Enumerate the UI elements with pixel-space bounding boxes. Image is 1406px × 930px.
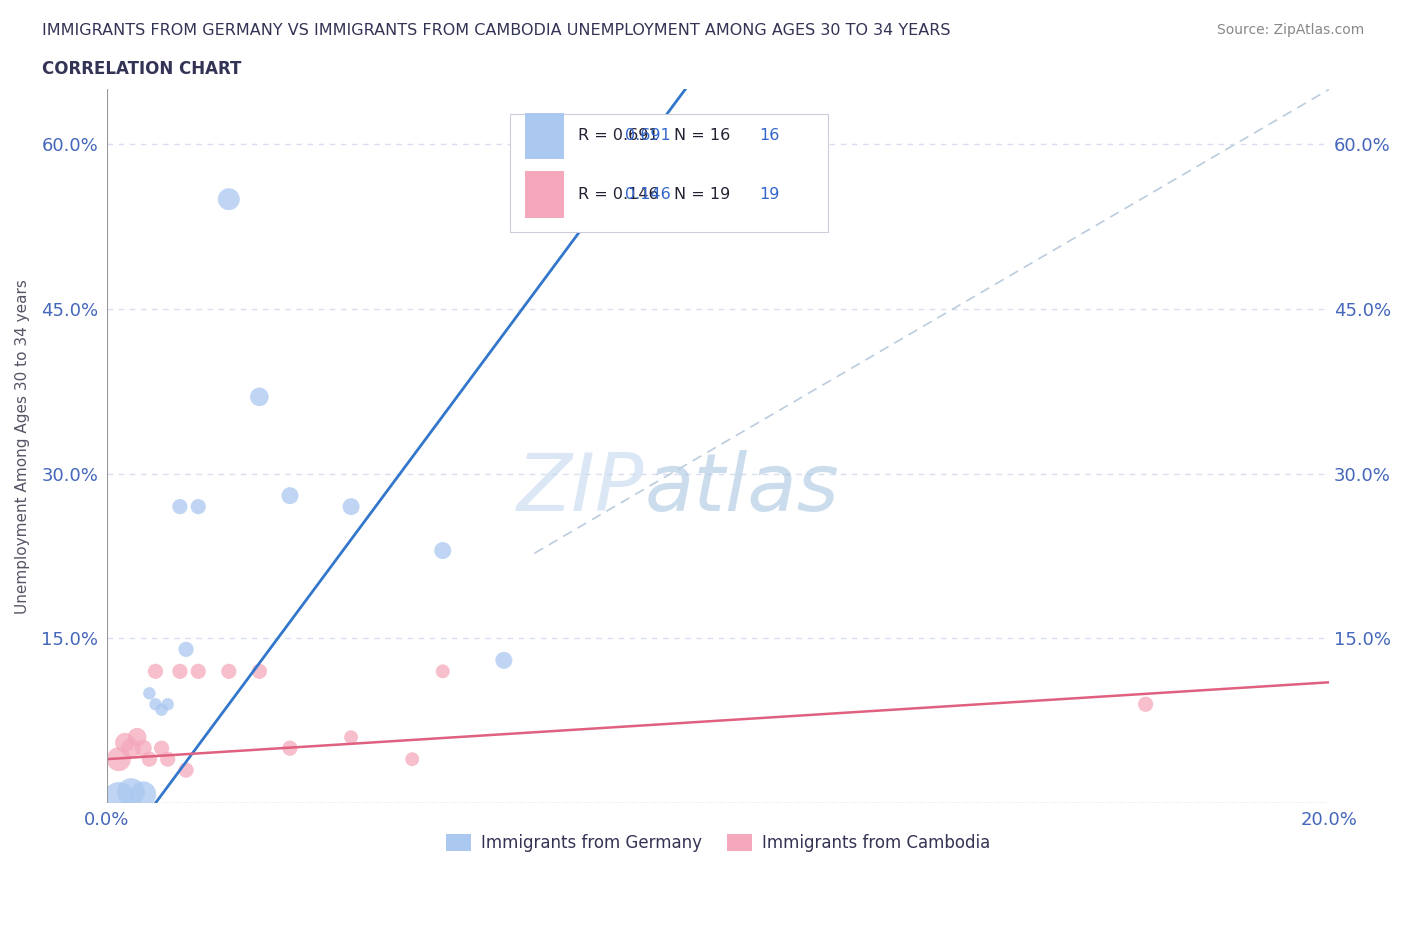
Text: atlas: atlas: [644, 450, 839, 528]
Point: [107, 790, 129, 805]
Point: [156, 697, 179, 711]
FancyBboxPatch shape: [510, 114, 828, 232]
Point: [340, 730, 363, 745]
Point: [174, 763, 197, 777]
Point: [174, 642, 197, 657]
Text: CORRELATION CHART: CORRELATION CHART: [42, 60, 242, 78]
Text: ZIP: ZIP: [517, 450, 644, 528]
Point: [247, 664, 270, 679]
Point: [492, 653, 515, 668]
Text: 0.146: 0.146: [624, 187, 671, 202]
Point: [432, 664, 454, 679]
Point: [278, 488, 301, 503]
Point: [247, 390, 270, 405]
Point: [138, 685, 160, 700]
Point: [132, 787, 155, 802]
Text: 19: 19: [759, 187, 780, 202]
Point: [150, 741, 173, 756]
Y-axis label: Unemployment Among Ages 30 to 34 years: Unemployment Among Ages 30 to 34 years: [15, 279, 30, 614]
Point: [401, 751, 423, 766]
Point: [120, 741, 142, 756]
Text: IMMIGRANTS FROM GERMANY VS IMMIGRANTS FROM CAMBODIA UNEMPLOYMENT AMONG AGES 30 T: IMMIGRANTS FROM GERMANY VS IMMIGRANTS FR…: [42, 23, 950, 38]
Point: [145, 697, 167, 711]
FancyBboxPatch shape: [524, 171, 564, 218]
Point: [218, 192, 240, 206]
FancyBboxPatch shape: [524, 113, 564, 159]
Point: [138, 751, 160, 766]
Point: [278, 741, 301, 756]
Point: [127, 730, 149, 745]
Point: [187, 499, 209, 514]
Text: R = 0.146   N = 19: R = 0.146 N = 19: [578, 187, 731, 202]
Text: 0.691: 0.691: [624, 128, 671, 143]
Legend: Immigrants from Germany, Immigrants from Cambodia: Immigrants from Germany, Immigrants from…: [439, 828, 997, 859]
Point: [107, 751, 129, 766]
Point: [156, 751, 179, 766]
Point: [169, 664, 191, 679]
Point: [1135, 697, 1157, 711]
Point: [150, 702, 173, 717]
Point: [340, 499, 363, 514]
Point: [120, 785, 142, 800]
Text: R = 0.691   N = 16: R = 0.691 N = 16: [578, 128, 731, 143]
Point: [169, 499, 191, 514]
Point: [145, 664, 167, 679]
Text: Source: ZipAtlas.com: Source: ZipAtlas.com: [1216, 23, 1364, 37]
Point: [432, 543, 454, 558]
Point: [132, 741, 155, 756]
Text: 16: 16: [759, 128, 780, 143]
Point: [187, 664, 209, 679]
Point: [218, 664, 240, 679]
Point: [114, 736, 136, 751]
